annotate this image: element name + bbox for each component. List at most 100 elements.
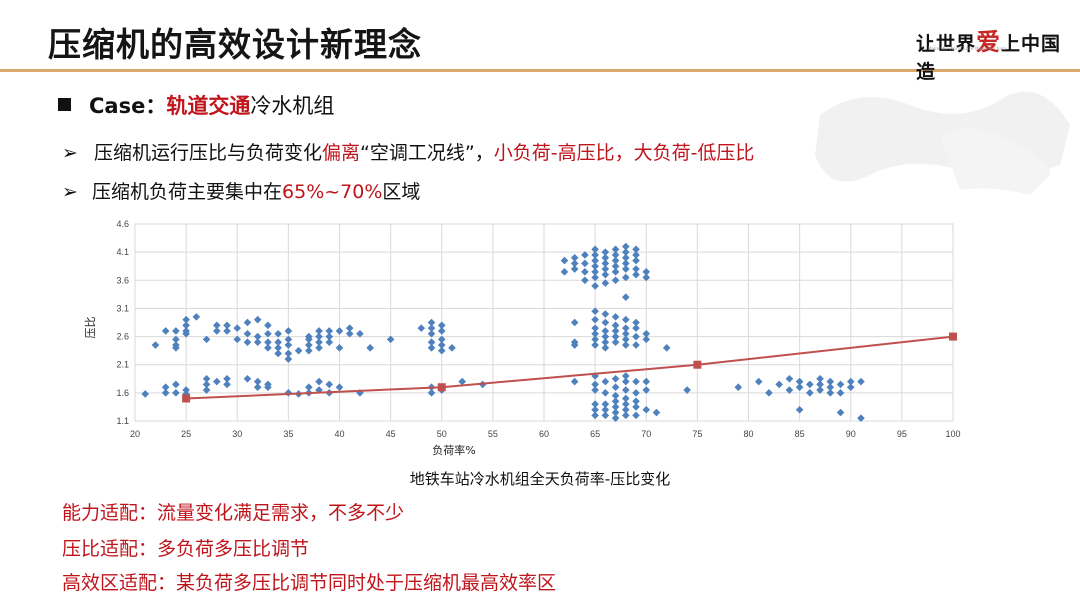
scatter-point bbox=[243, 374, 252, 383]
scatter-point bbox=[601, 318, 610, 327]
scatter-point bbox=[305, 383, 313, 392]
scatter-point bbox=[601, 270, 610, 279]
scatter-point bbox=[581, 276, 589, 285]
point-2: ➢ 压缩机负荷主要集中在65%~70%区域 bbox=[62, 177, 420, 204]
scatter-point bbox=[284, 389, 293, 397]
scatter-point bbox=[611, 383, 620, 392]
scatter-point bbox=[427, 318, 436, 327]
line-marker bbox=[437, 383, 446, 392]
scatter-point bbox=[560, 256, 569, 265]
scatter-point bbox=[632, 377, 640, 386]
scatter-point bbox=[591, 262, 599, 271]
logo-mark: 爱 bbox=[976, 27, 1002, 56]
case-highlight: 轨道交通 bbox=[166, 94, 251, 118]
scatter-point bbox=[601, 259, 610, 268]
scatter-point bbox=[274, 344, 282, 352]
scatter-point bbox=[161, 389, 170, 397]
note-capacity: 能力适配：流量变化满足需求，不多不少 bbox=[62, 502, 405, 524]
scatter-point bbox=[836, 389, 845, 397]
scatter-point bbox=[632, 270, 640, 279]
square-bullet-icon bbox=[58, 98, 71, 111]
scatter-point bbox=[601, 400, 610, 408]
scatter-point bbox=[427, 344, 436, 352]
scatter-point bbox=[274, 329, 282, 338]
scatter-point bbox=[785, 386, 794, 394]
logo-text-b: 上中国造 bbox=[916, 33, 1062, 83]
scatter-point bbox=[335, 344, 344, 352]
scatter-point bbox=[591, 268, 599, 276]
scatter-point bbox=[243, 338, 252, 346]
x-tick-label: 35 bbox=[283, 429, 293, 439]
scatter-point bbox=[632, 403, 640, 411]
scatter-point bbox=[356, 389, 364, 397]
scatter-point bbox=[427, 389, 436, 397]
scatter-point bbox=[253, 332, 262, 341]
scatter-point bbox=[570, 253, 579, 262]
scatter-point bbox=[591, 251, 599, 259]
scatter-point bbox=[601, 248, 610, 256]
scatter-point bbox=[622, 335, 630, 344]
scatter-point bbox=[632, 389, 640, 397]
scatter-point bbox=[437, 327, 446, 335]
scatter-point bbox=[182, 321, 190, 330]
scatter-point bbox=[253, 377, 262, 386]
scatter-point bbox=[611, 397, 620, 406]
scatter-point bbox=[622, 324, 630, 332]
scatter-point bbox=[335, 327, 344, 335]
y-tick-label: 1.6 bbox=[116, 388, 129, 398]
scatter-point bbox=[560, 268, 569, 276]
scatter-point bbox=[202, 374, 211, 383]
scatter-point bbox=[622, 400, 630, 408]
line-marker bbox=[182, 394, 191, 403]
case-label: Case： bbox=[89, 94, 167, 118]
y-tick-label: 4.6 bbox=[116, 219, 129, 229]
scatter-point bbox=[611, 245, 620, 254]
scatter-point bbox=[611, 374, 620, 383]
scatter-point bbox=[611, 276, 620, 285]
scatter-point bbox=[622, 315, 630, 324]
scatter-point bbox=[591, 380, 599, 389]
scatter-point bbox=[315, 344, 323, 352]
scatter-point bbox=[632, 341, 640, 349]
scatter-point bbox=[172, 335, 180, 344]
scatter-point bbox=[233, 324, 242, 332]
scatter-point bbox=[662, 344, 671, 352]
scatter-point bbox=[622, 405, 630, 414]
scatter-point bbox=[622, 293, 630, 301]
y-axis-title: 压比 bbox=[84, 317, 97, 339]
note-pressure-ratio: 压比适配：多负荷多压比调节 bbox=[62, 538, 310, 560]
scatter-point bbox=[632, 332, 640, 341]
line-marker bbox=[693, 360, 702, 369]
scatter-point bbox=[857, 414, 865, 422]
x-tick-label: 50 bbox=[437, 429, 447, 439]
x-tick-label: 60 bbox=[539, 429, 549, 439]
scatter-point bbox=[642, 386, 651, 394]
scatter-point bbox=[570, 341, 579, 349]
scatter-point bbox=[642, 273, 651, 282]
scatter-point bbox=[192, 313, 201, 321]
scatter-point bbox=[570, 377, 579, 386]
scatter-point bbox=[315, 327, 323, 335]
scatter-point bbox=[284, 327, 293, 335]
scatter-point bbox=[836, 380, 845, 389]
scatter-point bbox=[857, 377, 865, 386]
x-tick-label: 65 bbox=[590, 429, 600, 439]
scatter-point bbox=[284, 341, 293, 349]
scatter-point bbox=[223, 374, 231, 383]
scatter-point bbox=[591, 256, 599, 265]
scatter-point bbox=[570, 318, 579, 327]
scatter-point bbox=[611, 313, 620, 321]
scatter-point bbox=[172, 380, 180, 389]
x-tick-label: 40 bbox=[334, 429, 344, 439]
scatter-point bbox=[611, 251, 620, 259]
scatter-point bbox=[182, 386, 190, 394]
scatter-point bbox=[366, 344, 374, 352]
x-tick-label: 80 bbox=[743, 429, 753, 439]
scatter-point bbox=[622, 259, 630, 268]
scatter-point bbox=[294, 346, 303, 355]
scatter-chart: 1.1 1.6 2.1 2.6 3.1 3.6 4.1 4.6 20 25 30 35 40 45 50 55… bbox=[84, 219, 961, 457]
x-tick-label: 100 bbox=[945, 429, 960, 439]
scatter-point bbox=[591, 315, 599, 324]
scatter-point bbox=[611, 268, 620, 276]
scatter-point bbox=[253, 338, 262, 346]
